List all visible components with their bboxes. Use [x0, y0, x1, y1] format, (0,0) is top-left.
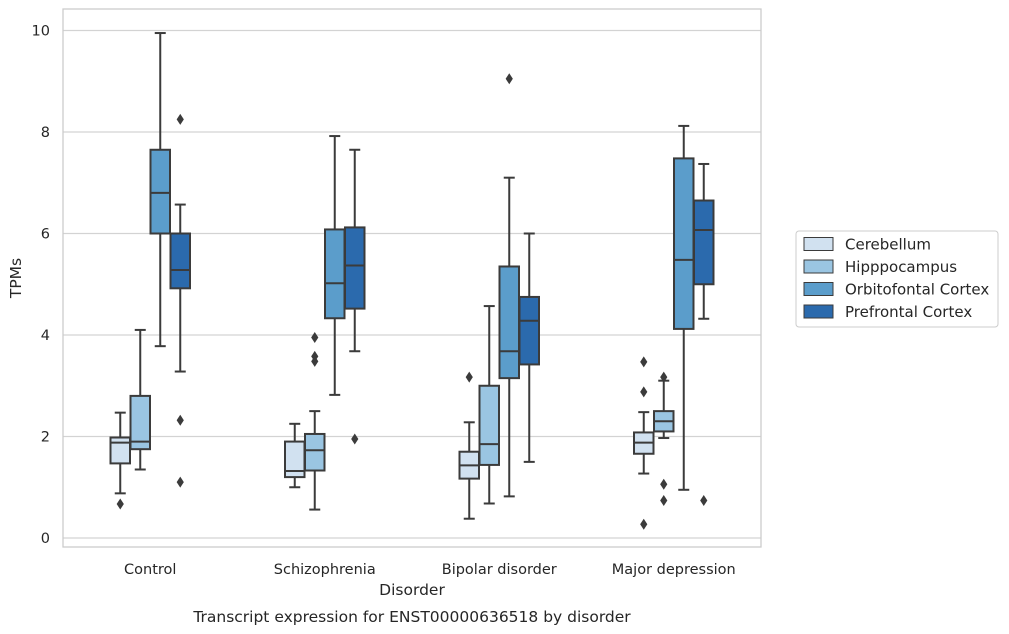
plot-frame [62, 8, 762, 548]
series-orbitofontal-cortex [149, 32, 695, 498]
box [673, 157, 695, 330]
series-cerebellum [109, 356, 655, 530]
outlier-point [640, 356, 648, 368]
x-tick-label: Control [124, 562, 176, 578]
x-axis-title: Disorder [379, 581, 445, 599]
outlier-point [660, 478, 668, 490]
legend-label: Orbitofontal Cortex [845, 281, 989, 299]
y-tick-label: 8 [41, 125, 50, 141]
plot-series [109, 32, 715, 530]
outlier-point [465, 371, 473, 383]
outlier-point [311, 332, 319, 344]
y-tick-label: 4 [41, 328, 50, 344]
x-tick-label: Schizophrenia [274, 562, 376, 578]
y-tick-label: 0 [41, 531, 50, 547]
y-tick-labels: 0 2 4 6 8 10 [32, 24, 50, 548]
outlier-point [505, 73, 513, 85]
box [518, 295, 540, 366]
y-tick-label: 6 [41, 227, 50, 243]
box [169, 232, 191, 290]
legend-frame [795, 230, 999, 328]
x-tick-label: Major depression [612, 562, 736, 578]
x-tick-labels: Control Schizophrenia Bipolar disorder Majo… [124, 562, 736, 578]
y-tick-label: 10 [32, 24, 50, 40]
outlier-point [176, 476, 184, 488]
legend-swatch [803, 282, 834, 296]
legend-label: Prefrontal Cortex [845, 303, 972, 321]
box [149, 148, 171, 235]
outlier-point [176, 414, 184, 426]
y-tick-label: 2 [41, 430, 50, 446]
chart-caption: Transcript expression for ENST0000063651… [192, 608, 631, 626]
x-tick-label: Bipolar disorder [442, 562, 557, 578]
outlier-point [640, 386, 648, 398]
outlier-point [311, 355, 319, 367]
legend-swatch [803, 304, 834, 319]
box [344, 226, 366, 310]
outlier-point [700, 494, 708, 506]
legend: Cerebellum Hipppocampus Orbitofontal Corte… [795, 230, 999, 328]
box [498, 265, 520, 380]
series-prefrontal-cortex [169, 113, 715, 506]
legend-label: Cerebellum [845, 236, 931, 254]
legend-label: Hipppocampus [845, 258, 957, 276]
box [693, 199, 715, 286]
y-axis-title: TPMs [7, 258, 25, 299]
box [324, 228, 346, 320]
outlier-point [351, 433, 359, 445]
box [109, 436, 131, 465]
outlier-point [116, 498, 124, 510]
series-hipppocampus [129, 305, 675, 511]
box [129, 394, 151, 451]
grid-lines [63, 29, 761, 539]
outlier-point [176, 113, 184, 125]
outlier-point [660, 371, 668, 383]
legend-swatch [803, 237, 834, 251]
legend-swatch [803, 259, 834, 274]
outlier-point [640, 518, 648, 530]
box [478, 384, 500, 466]
outlier-point [660, 494, 668, 506]
box [304, 432, 326, 472]
